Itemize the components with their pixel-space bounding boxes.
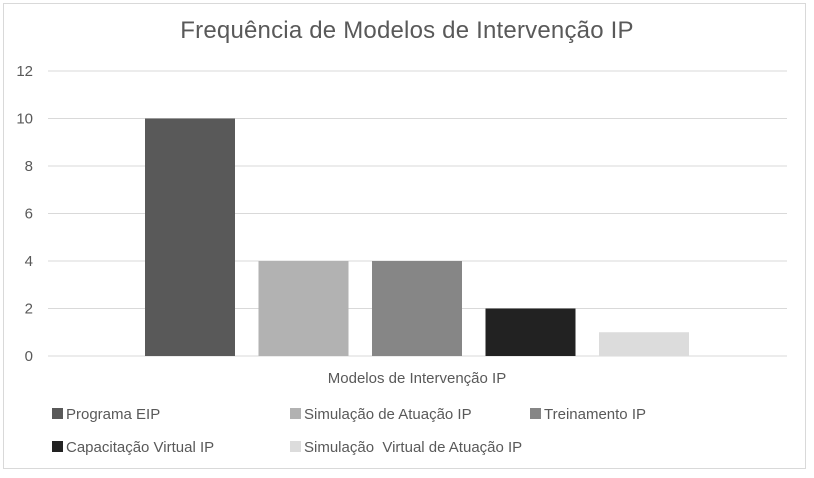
legend-label: Simulação de Atuação IP: [304, 406, 472, 423]
bar-1: [145, 118, 235, 356]
y-tick-label: 0: [25, 348, 33, 365]
y-tick-label: 2: [25, 301, 33, 318]
x-axis-title: Modelos de Intervenção IP: [328, 370, 506, 387]
bars: [145, 118, 689, 356]
legend: Programa EIP Simulação de Atuação IP Trein…: [52, 406, 646, 456]
y-axis-ticks: 0 2 4 6 8 10 12: [16, 63, 33, 365]
y-tick-label: 6: [25, 206, 33, 223]
legend-label: Capacitação Virtual IP: [66, 439, 214, 456]
chart-title: Frequência de Modelos de Intervenção IP: [180, 17, 634, 44]
legend-swatch: [530, 408, 541, 419]
legend-label: Treinamento IP: [544, 406, 646, 423]
legend-swatch: [290, 408, 301, 419]
legend-label: Simulação Virtual de Atuação IP: [304, 439, 522, 456]
y-tick-label: 8: [25, 158, 33, 175]
y-tick-label: 10: [16, 111, 33, 128]
legend-swatch: [52, 408, 63, 419]
bar-2: [258, 261, 349, 356]
bar-4: [485, 308, 576, 356]
y-tick-label: 4: [25, 253, 33, 270]
legend-label: Programa EIP: [66, 406, 160, 423]
bar-3: [372, 261, 462, 356]
legend-swatch: [52, 441, 63, 452]
y-tick-label: 12: [16, 63, 33, 80]
legend-swatch: [290, 441, 301, 452]
bar-5: [599, 332, 689, 356]
chart-frame: [3, 3, 806, 469]
